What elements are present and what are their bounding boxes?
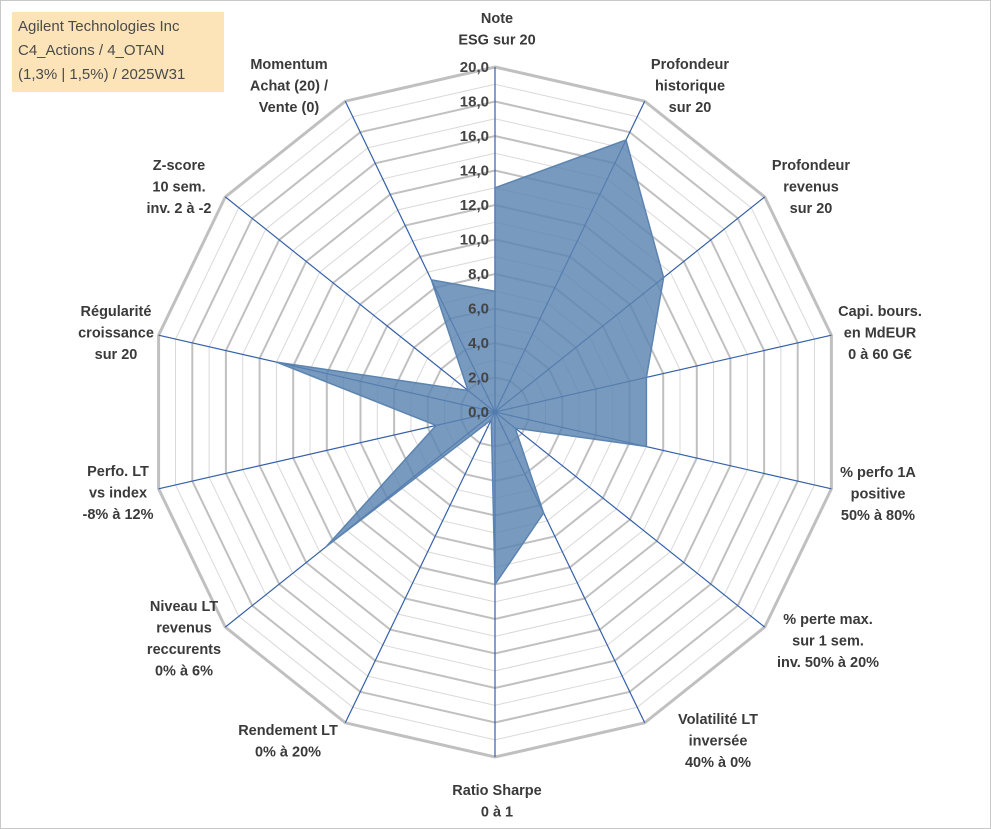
axis-label: Momentum Achat (20) / Vente (0)	[250, 57, 328, 116]
axis-label-line: 0% à 20%	[255, 745, 321, 761]
axis-spoke	[224, 196, 496, 413]
axis-labels: Note ESG sur 20 Profondeur historique sur 20…	[78, 11, 922, 821]
tick-label: 2,0	[468, 370, 489, 387]
radar-series	[275, 139, 665, 586]
axis-label-line: Note	[481, 11, 513, 27]
axis-label: Profondeur revenus sur 20	[772, 158, 850, 217]
title-line-period: (1,3% | 1,5%) / 2025W31	[18, 66, 186, 83]
axis-label-line: 0 à 1	[481, 805, 513, 821]
axis-label-line: inv. 2 à -2	[146, 201, 211, 217]
tick-label: 8,0	[468, 266, 489, 283]
axis-label: % perfo 1A positive 50% à 80%	[840, 465, 916, 524]
axis-spoke	[344, 411, 496, 724]
axis-label-line: sur 20	[95, 347, 138, 363]
axis-label: Z-score 10 sem. inv. 2 à -2	[146, 158, 211, 217]
axis-label-line: Régularité	[81, 304, 152, 320]
axis-label-line: en MdEUR	[844, 326, 917, 342]
axis-label-line: % perte max.	[783, 612, 872, 628]
tick-label: 4,0	[468, 335, 489, 352]
radial-tick-labels: 0,0 2,0 4,0 6,0 8,0 10,0 12,0 14,0 16,0 18,0 20,0	[460, 59, 489, 421]
title-line-category: C4_Actions / 4_OTAN	[18, 42, 165, 59]
tick-label: 16,0	[460, 128, 489, 145]
tick-label: 18,0	[460, 94, 489, 111]
axis-label-line: reccurents	[147, 642, 221, 658]
axis-label-line: 40% à 0%	[685, 755, 751, 771]
axis-label-line: positive	[851, 487, 906, 503]
axis-label-line: 0% à 6%	[155, 664, 213, 680]
axis-label: Niveau LT revenus reccurents 0% à 6%	[147, 599, 221, 680]
tick-label: 14,0	[460, 163, 489, 180]
axis-label: Note ESG sur 20	[458, 11, 535, 49]
axis-label: Rendement LT 0% à 20%	[238, 723, 338, 761]
axis-label-line: Capi. bours.	[838, 304, 922, 320]
axis-label-line: Volatilité LT	[678, 712, 758, 728]
axis-label-line: Achat (20) /	[250, 79, 328, 95]
tick-label: 12,0	[460, 197, 489, 214]
axis-label-line: Z-score	[153, 158, 205, 174]
axis-label-line: Perfo. LT	[87, 464, 149, 480]
axis-label-line: croissance	[78, 326, 154, 342]
axis-label-line: inversée	[689, 734, 748, 750]
tick-label: 6,0	[468, 301, 489, 318]
axis-label-line: revenus	[783, 180, 839, 196]
axis-label-line: inv. 50% à 20%	[777, 655, 879, 671]
axis-label: Régularité croissance sur 20	[78, 304, 154, 363]
axis-label-line: -8% à 12%	[83, 507, 154, 523]
axis-label: Profondeur historique sur 20	[651, 57, 729, 116]
axis-label-line: sur 20	[669, 100, 712, 116]
axis-label: % perte max. sur 1 sem. inv. 50% à 20%	[777, 612, 879, 671]
tick-label: 20,0	[460, 59, 489, 76]
axis-label: Perfo. LT vs index -8% à 12%	[83, 464, 154, 523]
axis-label-line: Vente (0)	[259, 100, 320, 116]
axis-label: Volatilité LT inversée 40% à 0%	[678, 712, 758, 771]
axis-label-line: 50% à 80%	[841, 508, 915, 524]
axis-label-line: Ratio Sharpe	[452, 783, 541, 799]
axis-label-line: Profondeur	[772, 158, 850, 174]
title-line-company: Agilent Technologies Inc	[18, 18, 180, 35]
axis-label-line: % perfo 1A	[840, 465, 916, 481]
axis-label-line: sur 1 sem.	[792, 634, 864, 650]
axis-label-line: 0 à 60 G€	[848, 347, 912, 363]
axis-label-line: Momentum	[250, 57, 327, 73]
tick-label: 0,0	[468, 404, 489, 421]
axis-label-line: sur 20	[790, 201, 833, 217]
axis-label: Ratio Sharpe 0 à 1	[452, 783, 541, 821]
axis-label: Capi. bours. en MdEUR 0 à 60 G€	[838, 304, 922, 363]
axis-label-line: historique	[655, 79, 725, 95]
series-area	[275, 139, 665, 586]
axis-label-line: revenus	[156, 621, 212, 637]
axis-label-line: Niveau LT	[150, 599, 218, 615]
axis-spoke	[494, 411, 766, 628]
title-box: Agilent Technologies Inc C4_Actions / 4_…	[12, 12, 224, 92]
axis-label-line: vs index	[89, 486, 147, 502]
tick-label: 10,0	[460, 232, 489, 249]
axis-label-line: Rendement LT	[238, 723, 338, 739]
axis-label-line: ESG sur 20	[458, 33, 535, 49]
axis-label-line: Profondeur	[651, 57, 729, 73]
axis-label-line: 10 sem.	[152, 180, 205, 196]
